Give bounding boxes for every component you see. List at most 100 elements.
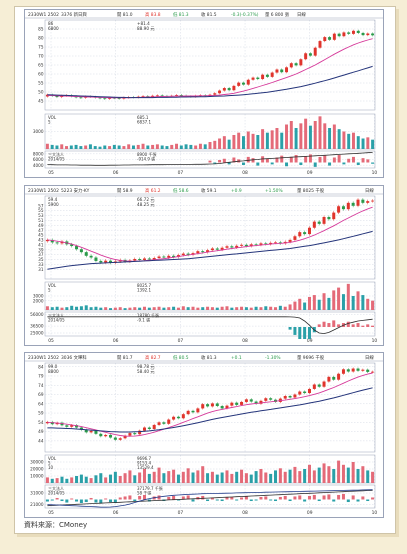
candle-body bbox=[84, 429, 88, 433]
candle-body bbox=[289, 63, 293, 68]
candle-body bbox=[322, 381, 326, 387]
investor-bar bbox=[123, 496, 127, 500]
volume-ytick-label: 10000 bbox=[30, 474, 44, 479]
candle-body bbox=[249, 244, 253, 247]
investor-bar bbox=[337, 155, 341, 163]
volume-ytick-label: 30000 bbox=[30, 460, 44, 465]
investor-bar bbox=[337, 494, 341, 500]
price-corner-label: +81.4 bbox=[137, 21, 150, 26]
investor-bar bbox=[259, 496, 263, 500]
volume-bar bbox=[337, 460, 341, 483]
investor-bar bbox=[133, 499, 137, 502]
volume-bar bbox=[196, 307, 200, 310]
investor-bar bbox=[270, 162, 274, 165]
volume-bar bbox=[74, 144, 78, 149]
candle-body bbox=[356, 199, 360, 206]
investor-bar bbox=[45, 499, 49, 502]
candle-body bbox=[99, 433, 103, 437]
chart-header-field: 量 9696 千股 bbox=[297, 354, 325, 361]
investor-value: 18780 千張 bbox=[137, 312, 159, 318]
volume-bar bbox=[264, 472, 268, 483]
candle-body bbox=[94, 257, 98, 261]
price-ytick-label: 49 bbox=[38, 429, 44, 434]
candle-body bbox=[167, 255, 171, 258]
volume-bar bbox=[141, 143, 145, 149]
candle-body bbox=[65, 425, 69, 427]
investor-bar bbox=[294, 155, 298, 163]
candle-body bbox=[356, 368, 360, 371]
investor-line-a bbox=[47, 152, 373, 166]
investor-ytick-label: 8000 bbox=[33, 151, 44, 156]
chart-svg-3: 2330W1 2502 3036 文曄科 開 81.7 高 82.7 低 80.5 收 8… bbox=[25, 354, 383, 516]
candle-body bbox=[346, 202, 350, 210]
volume-value: 1392.1 bbox=[137, 288, 151, 293]
candle-body bbox=[215, 248, 219, 250]
investor-frame bbox=[44, 311, 376, 337]
investor-bar bbox=[256, 162, 260, 166]
candle-body bbox=[109, 260, 113, 263]
investor-bar bbox=[222, 158, 226, 163]
investor-bar bbox=[288, 499, 292, 502]
price-ytick-label: 53 bbox=[38, 213, 44, 218]
ma-long-line bbox=[47, 230, 373, 270]
volume-bar bbox=[288, 304, 292, 310]
volume-bar bbox=[45, 306, 49, 310]
volume-bar bbox=[84, 305, 88, 310]
volume-bar bbox=[317, 467, 321, 483]
volume-bar bbox=[289, 121, 293, 149]
investor-bar bbox=[50, 499, 54, 501]
volume-bar bbox=[50, 144, 54, 149]
chart-header-field: 低 81.3 bbox=[173, 11, 189, 18]
volume-bar bbox=[218, 138, 222, 149]
candle-body bbox=[118, 438, 122, 440]
candle-body bbox=[342, 32, 346, 37]
candle-body bbox=[142, 427, 146, 431]
price-corner-label: 48.25 元 bbox=[137, 202, 155, 208]
volume-bar bbox=[318, 116, 322, 149]
investor-value: 37179.7 千張 bbox=[137, 485, 163, 491]
candle-body bbox=[294, 63, 298, 66]
volume-bar bbox=[146, 145, 150, 149]
candle-body bbox=[218, 90, 222, 94]
volume-bar bbox=[65, 478, 69, 483]
candle-body bbox=[176, 416, 180, 419]
chart-header-field: 收 59.1 bbox=[201, 187, 217, 194]
volume-bar bbox=[351, 462, 355, 483]
volume-bar bbox=[99, 307, 103, 310]
candle-body bbox=[261, 74, 265, 80]
investor-bar bbox=[269, 499, 273, 501]
volume-bar bbox=[89, 478, 93, 483]
candle-body bbox=[347, 32, 351, 34]
candle-body bbox=[312, 384, 316, 389]
volume-bar bbox=[328, 128, 332, 149]
investor-frame bbox=[44, 484, 376, 509]
volume-bar bbox=[312, 295, 316, 310]
x-tick-label: 06 bbox=[113, 338, 119, 344]
investor-bar bbox=[366, 499, 370, 502]
investor-bar bbox=[70, 498, 74, 500]
investor-bar bbox=[227, 162, 231, 165]
volume-bar bbox=[244, 473, 248, 483]
volume-bar bbox=[371, 471, 375, 483]
x-tick-label: 06 bbox=[113, 170, 119, 176]
investor-bar bbox=[298, 495, 302, 500]
volume-bar bbox=[79, 474, 83, 483]
volume-bar bbox=[196, 470, 200, 483]
investor-bar bbox=[308, 154, 312, 163]
candle-body bbox=[220, 247, 224, 250]
investor-bar bbox=[176, 499, 180, 501]
candle-body bbox=[270, 72, 274, 77]
price-ytick-label: 79 bbox=[38, 374, 44, 379]
candle-body bbox=[70, 425, 74, 427]
volume-bar bbox=[288, 469, 292, 483]
candle-body bbox=[366, 201, 370, 203]
volume-bar bbox=[361, 295, 365, 310]
price-ytick-label: 43 bbox=[38, 238, 44, 243]
candle-body bbox=[235, 402, 239, 405]
ma-short-line bbox=[47, 206, 373, 262]
investor-bar bbox=[275, 157, 279, 163]
candle-body bbox=[269, 242, 273, 245]
investor-bar bbox=[322, 321, 326, 327]
volume-bar bbox=[261, 129, 265, 149]
volume-bar bbox=[128, 470, 132, 483]
